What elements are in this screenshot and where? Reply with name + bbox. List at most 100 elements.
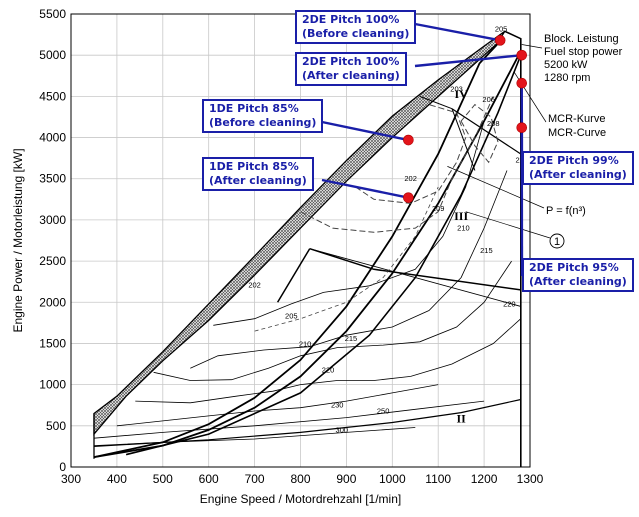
mcr-note-en: MCR-Curve [548,127,606,139]
region-boundary-diag [309,248,521,307]
circle-leader [465,211,551,239]
callout-2de-100-after: 2DE Pitch 100% (After cleaning) [295,52,407,86]
callout-line-2: (After cleaning) [302,69,400,82]
x-tick-label: 1100 [425,472,451,486]
y-tick-label: 4500 [39,89,66,103]
y-axis-label: Engine Power / Motorleistung [kW] [11,148,25,332]
block-power-leader [521,44,543,49]
y-tick-label: 3500 [39,172,66,186]
callout-arrow [321,120,409,142]
callout-line-1: 1DE Pitch 85% [209,160,299,173]
x-tick-label: 1200 [471,472,498,486]
callout-1de-85-after: 1DE Pitch 85% (After cleaning) [202,157,314,191]
block-power-note: 5200 kW [544,59,588,71]
block-power-note: Fuel stop power [544,46,623,58]
contour-label: 210 [299,340,312,349]
callout-line-1: 2DE Pitch 100% [302,55,400,68]
contour-206-dashed [460,103,499,164]
region-label-iv: IV [454,87,468,101]
x-tick-label: 700 [245,472,265,486]
y-tick-label: 1000 [39,378,66,392]
y-tick-label: 3000 [39,213,66,227]
contour-label: 215 [480,246,493,255]
propeller-note: P = f(n³) [546,205,586,217]
callout-line-2: (After cleaning) [529,168,627,181]
callout-2de-99-after: 2DE Pitch 99% (After cleaning) [522,151,634,185]
y-tick-label: 500 [46,419,66,433]
block-power-note: 1280 rpm [544,72,590,84]
operating-point [516,49,528,61]
x-tick-label: 900 [336,472,356,486]
circle-marker-label: 1 [554,236,560,248]
contour-label: 205 [495,24,508,33]
callout-2de-95-after: 2DE Pitch 95% (After cleaning) [522,258,634,292]
y-tick-label: 5500 [39,7,66,21]
contour-215 [153,260,512,381]
mcr-note-de: MCR-Kurve [548,113,605,125]
x-axis-label: Engine Speed / Motordrehzahl [1/min] [200,492,401,506]
region-boundary-iii [309,247,521,291]
x-tick-label: 1300 [517,472,544,486]
contour-205 [213,120,485,326]
contour-202-dashed [355,104,467,204]
block-power-note: Block. Leistung [544,33,619,45]
contour-label: 215 [345,334,358,343]
operating-point [403,134,414,146]
y-tick-label: 2000 [39,295,66,309]
callout-line-1: 2DE Pitch 99% [529,154,619,167]
contour-label: 220 [503,299,516,308]
contour-label: 220 [322,365,335,374]
propeller-leader [447,166,545,209]
callout-line-1: 2DE Pitch 100% [302,13,400,26]
mcr-curve [125,54,522,456]
contour-label: 209 [432,204,445,213]
callout-1de-85-before: 1DE Pitch 85% (Before cleaning) [202,99,324,133]
speed-limit-line [504,30,522,467]
x-tick-label: 600 [199,472,219,486]
contour-label: 208 [487,119,500,128]
region-label-iii: III [454,209,468,223]
y-tick-label: 0 [59,460,66,474]
operating-point [403,192,414,203]
contour-label: 206 [482,95,495,104]
x-tick-label: 500 [153,472,173,486]
callout-line-2: (Before cleaning) [209,116,317,129]
callout-arrow [414,22,501,42]
region-boundary-iv-lower [451,108,476,171]
callout-line-2: (Before cleaning) [302,27,410,40]
region-boundary-iv-top [419,95,453,110]
y-tick-label: 5000 [39,48,66,62]
contour-label: 250 [377,406,390,415]
x-tick-label: 1000 [379,472,406,486]
y-tick-label: 2500 [39,254,66,268]
contour-label: 202 [248,280,261,289]
contour-230 [116,384,439,427]
contour-250 [93,400,485,439]
operating-point [516,77,528,89]
callout-arrow [414,53,522,68]
region-boundary-iv [451,108,522,155]
overload-band [93,30,506,436]
x-tick-label: 300 [61,472,81,486]
y-tick-label: 4000 [39,131,66,145]
region-boundary-left [276,248,311,303]
operating-point [494,35,506,46]
x-tick-label: 800 [290,472,310,486]
contour-label: 300 [336,425,349,434]
y-tick-label: 1500 [39,336,66,350]
x-tick-label: 400 [107,472,127,486]
region-label-ii: II [456,412,466,426]
callout-arrow [321,178,409,199]
circle-marker [549,233,565,249]
contour-label: 230 [331,401,344,410]
callout-line-2: (After cleaning) [209,174,307,187]
operating-point [516,122,528,133]
callout-line-1: 1DE Pitch 85% [209,102,299,115]
region-boundary-ii [93,398,521,447]
callout-line-1: 2DE Pitch 95% [529,261,619,274]
callout-2de-100-before: 2DE Pitch 100% (Before cleaning) [295,10,417,44]
contour-220 [135,318,522,404]
contour-300 [93,427,416,446]
